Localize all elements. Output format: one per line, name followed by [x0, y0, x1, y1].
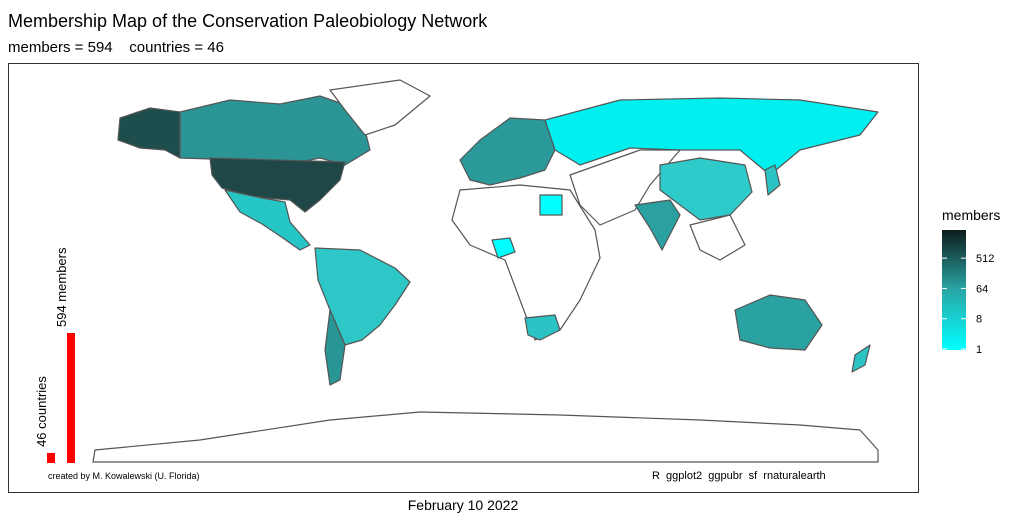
country: [539, 194, 563, 216]
legend-tick-label: 64: [976, 283, 988, 295]
country: [851, 344, 871, 373]
country: [209, 157, 346, 213]
country: [329, 79, 431, 136]
bar-label: 46 countries: [34, 376, 49, 447]
color-bar: [942, 230, 966, 350]
map: [92, 72, 879, 463]
country: [734, 294, 823, 351]
credit: created by M. Kowalewski (U. Florida): [48, 471, 200, 481]
country: [764, 164, 781, 196]
country: [634, 199, 681, 251]
country: [524, 314, 561, 341]
country: [224, 189, 311, 251]
software: R ggplot2 ggpubr sf rnaturalearth: [652, 470, 826, 482]
country: [117, 107, 181, 159]
country: [459, 117, 556, 186]
country: [92, 411, 879, 463]
country: [324, 309, 346, 386]
country: [569, 149, 681, 226]
legend: members 1 8 64 512: [942, 207, 1000, 356]
country: [314, 247, 411, 346]
title: Membership Map of the Conservation Paleo…: [8, 11, 488, 31]
legend-title: members: [942, 207, 1000, 223]
country: [689, 214, 746, 261]
bar: [47, 452, 55, 463]
subtitle: members = 594 countries = 46: [8, 39, 224, 56]
bar-label: 594 members: [54, 247, 69, 327]
frame: [8, 63, 919, 493]
legend-tick-label: 512: [976, 253, 994, 265]
legend-tick-label: 8: [976, 314, 982, 326]
legend-tick-label: 1: [976, 344, 982, 356]
country: [179, 95, 371, 166]
country: [491, 237, 516, 259]
country: [544, 97, 879, 176]
date: February 10 2022: [408, 497, 519, 513]
bar: [67, 333, 75, 463]
summary-bars: 46 countries 594 members: [34, 247, 75, 463]
